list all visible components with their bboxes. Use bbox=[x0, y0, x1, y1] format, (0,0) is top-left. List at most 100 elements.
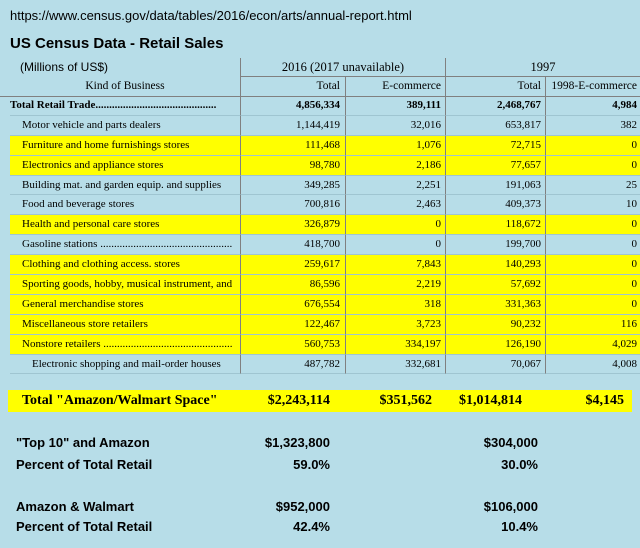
cell-value: 111,468 bbox=[240, 135, 345, 156]
summary-label: Percent of Total Retail bbox=[16, 457, 153, 472]
cell-value: 10 bbox=[545, 195, 640, 216]
cell-value: 72,715 bbox=[445, 135, 545, 156]
row-label: Food and beverage stores ...............… bbox=[10, 195, 240, 216]
cell-value: 57,692 bbox=[445, 275, 545, 295]
group-header: 1997 bbox=[445, 58, 640, 77]
cell-value: 4,984 bbox=[545, 96, 640, 116]
column-header: Total bbox=[445, 77, 545, 96]
cell-value: 25 bbox=[545, 175, 640, 196]
cell-value: 4,008 bbox=[545, 354, 640, 375]
cell-value: 0 bbox=[545, 135, 640, 156]
summary-row: Amazon & Walmart $952,000 $106,000 bbox=[0, 497, 640, 517]
cell-value: 126,190 bbox=[445, 334, 545, 355]
total-value: $4,145 bbox=[585, 393, 625, 408]
table-row: Furniture and home furnishings stores ..… bbox=[0, 135, 640, 156]
column-header: Total bbox=[240, 77, 345, 96]
total-row: Total "Amazon/Walmart Space" $2,243,114 $3… bbox=[8, 390, 632, 412]
summary-label: "Top 10" and Amazon bbox=[16, 435, 150, 450]
cell-value: 389,111 bbox=[345, 96, 445, 116]
total-value: $2,243,114 bbox=[267, 393, 330, 408]
cell-value: 98,780 bbox=[240, 155, 345, 176]
cell-value: 259,617 bbox=[240, 255, 345, 276]
cell-value: 0 bbox=[345, 215, 445, 236]
cell-value: 318 bbox=[345, 294, 445, 315]
cell-value: 326,879 bbox=[240, 215, 345, 236]
summary-value: 10.4% bbox=[501, 519, 538, 534]
summary-value: $952,000 bbox=[275, 499, 330, 514]
cell-value: 560,753 bbox=[240, 334, 345, 355]
cell-value: 1,144,419 bbox=[240, 115, 345, 136]
cell-value: 1,076 bbox=[345, 135, 445, 156]
table-row: Electronic shopping and mail-order house… bbox=[0, 354, 640, 375]
cell-value: 70,067 bbox=[445, 354, 545, 375]
cell-value: 77,657 bbox=[445, 155, 545, 176]
cell-value: 382 bbox=[545, 115, 640, 136]
cell-value: 2,468,767 bbox=[445, 96, 545, 116]
table-row: Total Retail Trade......................… bbox=[0, 96, 640, 116]
summary-row: "Top 10" and Amazon $1,323,800 $304,000 bbox=[0, 433, 640, 453]
cell-value: 0 bbox=[545, 275, 640, 295]
row-label: Furniture and home furnishings stores ..… bbox=[10, 135, 240, 156]
table-row: Building mat. and garden equip. and supp… bbox=[0, 175, 640, 196]
cell-value: 0 bbox=[545, 294, 640, 315]
table-row: Motor vehicle and parts dealers ........… bbox=[0, 115, 640, 136]
summary-value: $1,323,800 bbox=[264, 435, 330, 450]
row-label: Clothing and clothing access. stores ...… bbox=[10, 255, 240, 276]
summary-value: 30.0% bbox=[501, 457, 538, 472]
summary-row: Percent of Total Retail 42.4% 10.4% bbox=[0, 517, 640, 537]
summary-row: Percent of Total Retail 59.0% 30.0% bbox=[0, 455, 640, 475]
cell-value: 0 bbox=[545, 235, 640, 256]
row-label: Electronics and appliance stores .......… bbox=[10, 155, 240, 176]
cell-value: 2,219 bbox=[345, 275, 445, 295]
cell-value: 418,700 bbox=[240, 235, 345, 256]
total-value: $1,014,814 bbox=[459, 393, 522, 408]
summary-label: Amazon & Walmart bbox=[16, 499, 134, 514]
summary-value: 42.4% bbox=[293, 519, 330, 534]
cell-value: 7,843 bbox=[345, 255, 445, 276]
cell-value: 3,723 bbox=[345, 314, 445, 335]
cell-value: 700,816 bbox=[240, 195, 345, 216]
cell-value: 140,293 bbox=[445, 255, 545, 276]
table-row: Gasoline stations ......................… bbox=[0, 235, 640, 256]
summary-value: $106,000 bbox=[483, 499, 538, 514]
cell-value: 2,186 bbox=[345, 155, 445, 176]
summary-label: Percent of Total Retail bbox=[16, 519, 153, 534]
cell-value: 191,063 bbox=[445, 175, 545, 196]
cell-value: 2,463 bbox=[345, 195, 445, 216]
row-label: Nonstore retailers .....................… bbox=[10, 334, 240, 355]
row-label: General merchandise stores .............… bbox=[10, 294, 240, 315]
cell-value: 118,672 bbox=[445, 215, 545, 236]
cell-value: 4,856,334 bbox=[240, 96, 345, 116]
cell-value: 32,016 bbox=[345, 115, 445, 136]
cell-value: 116 bbox=[545, 314, 640, 335]
row-label: Gasoline stations ......................… bbox=[10, 235, 240, 256]
row-label: Total Retail Trade......................… bbox=[10, 96, 240, 116]
units-note: (Millions of US$) bbox=[20, 60, 109, 74]
total-label: Total "Amazon/Walmart Space" bbox=[22, 393, 218, 408]
table-row: Nonstore retailers .....................… bbox=[0, 334, 640, 355]
url: https://www.census.gov/data/tables/2016/… bbox=[10, 8, 412, 23]
cell-value: 90,232 bbox=[445, 314, 545, 335]
group-header: 2016 (2017 unavailable) bbox=[240, 58, 445, 77]
row-label: Motor vehicle and parts dealers ........… bbox=[10, 116, 240, 136]
table-row: Miscellaneous store retailers ..........… bbox=[0, 314, 640, 335]
cell-value: 0 bbox=[545, 155, 640, 176]
cell-value: 0 bbox=[545, 255, 640, 276]
table-body: Total Retail Trade......................… bbox=[0, 96, 640, 375]
table-row: Health and personal care stores ........… bbox=[0, 215, 640, 236]
row-label: Electronic shopping and mail-order house… bbox=[10, 355, 240, 375]
row-label: Miscellaneous store retailers ..........… bbox=[10, 314, 240, 335]
table-row: Electronics and appliance stores .......… bbox=[0, 155, 640, 176]
cell-value: 349,285 bbox=[240, 175, 345, 196]
cell-value: 122,467 bbox=[240, 314, 345, 335]
row-label: Sporting goods, hobby, musical instrumen… bbox=[10, 275, 240, 295]
sheet-title: US Census Data - Retail Sales bbox=[10, 35, 224, 52]
cell-value: 487,782 bbox=[240, 354, 345, 375]
table-row: General merchandise stores .............… bbox=[0, 294, 640, 315]
summary-value: 59.0% bbox=[293, 457, 330, 472]
cell-value: 4,029 bbox=[545, 334, 640, 355]
cell-value: 331,363 bbox=[445, 294, 545, 315]
column-header-row: Kind of Business Total E-commerce Total … bbox=[0, 77, 640, 97]
summary-value: $304,000 bbox=[483, 435, 538, 450]
